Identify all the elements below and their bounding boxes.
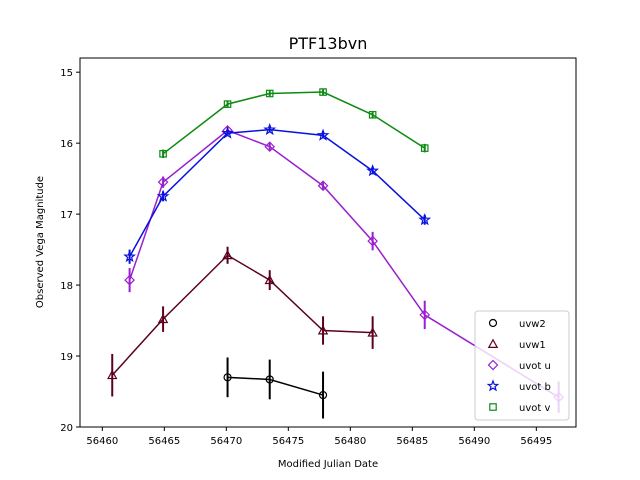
- y-tick-label: 17: [60, 210, 73, 221]
- legend: uvw2 uvw1 uvot u uvot b uvot v: [474, 310, 570, 421]
- data-point-uvw2: [318, 390, 328, 400]
- legend-label-uvot-v: uvot v: [519, 403, 550, 414]
- series-uvot-b: [123, 122, 432, 264]
- series-line-uvot-u: [128, 129, 560, 398]
- data-point-uvot-b: [366, 164, 380, 177]
- data-point-uvot-v: [368, 110, 377, 119]
- data-point-uvot-v: [420, 144, 429, 152]
- data-point-uvot-u: [367, 235, 378, 247]
- data-point-uvot-u: [419, 309, 431, 321]
- data-point-uvot-b: [316, 128, 330, 141]
- x-axis-label: Modified Julian Date: [278, 459, 378, 470]
- x-tick-label: 56470: [210, 436, 242, 447]
- data-point-uvot-v: [319, 88, 327, 96]
- data-point-uvot-b: [263, 122, 277, 136]
- y-tick-label: 16: [60, 139, 73, 150]
- legend-marker-uvot-b: [486, 379, 500, 392]
- data-point-uvw1: [367, 327, 378, 337]
- data-point-uvot-v: [223, 100, 232, 108]
- legend-label-uvot-b: uvot b: [519, 382, 551, 393]
- data-point-uvot-v: [159, 149, 167, 158]
- x-tick-label: 56465: [148, 436, 180, 447]
- data-point-uvot-u: [124, 274, 135, 286]
- legend-marker-uvw1: [487, 338, 499, 348]
- x-tick-label: 56460: [86, 436, 118, 447]
- data-point-uvw1: [317, 325, 329, 335]
- y-axis-label: Observed Vega Magnitude: [35, 176, 46, 308]
- data-point-uvw1: [157, 313, 169, 324]
- y-tick-label: 18: [60, 281, 73, 292]
- data-point-uvot-b: [123, 249, 136, 263]
- data-point-uvot-b: [418, 213, 432, 226]
- data-point-uvot-u: [317, 180, 329, 192]
- data-point-uvot-v: [265, 89, 274, 98]
- y-tick-label: 19: [60, 352, 73, 363]
- legend-label-uvw1: uvw1: [519, 340, 546, 351]
- legend-marker-uvot-v: [489, 403, 497, 411]
- data-point-uvw1: [264, 274, 275, 285]
- data-point-uvot-u: [264, 141, 276, 153]
- data-point-uvw1: [107, 369, 118, 380]
- data-point-uvot-b: [156, 189, 170, 202]
- x-tick-label: 56495: [520, 436, 552, 447]
- data-point-uvw1: [222, 249, 233, 260]
- y-tick-label: 20: [60, 423, 73, 434]
- legend-box: [474, 310, 570, 421]
- series-uvw2: [223, 357, 328, 419]
- data-point-uvw2: [265, 375, 274, 384]
- legend-label-uvot-u: uvot u: [519, 361, 551, 372]
- series-line-uvot-v: [162, 91, 426, 155]
- x-tick-label: 56475: [272, 436, 304, 447]
- axes-frame: [79, 57, 577, 428]
- x-tick-label: 56485: [396, 436, 428, 447]
- y-tick-label: 15: [60, 68, 73, 79]
- legend-label-uvw2: uvw2: [519, 319, 546, 330]
- legend-marker-uvw2: [488, 318, 498, 328]
- series-uvw1: [107, 246, 378, 397]
- legend-marker-uvot-u: [487, 359, 499, 371]
- plot-area: 56460 56465 56470 56475 56480 56485 56490 56495…: [60, 57, 577, 447]
- x-tick-label: 56480: [334, 436, 366, 447]
- series-line-uvw1: [111, 254, 373, 376]
- data-point-uvot-u: [157, 176, 169, 188]
- series-uvot-v: [159, 88, 429, 159]
- chart-title: PTF13bvn: [289, 34, 368, 53]
- x-tick-label: 56490: [458, 436, 490, 447]
- data-point-uvot-b: [221, 126, 234, 139]
- data-point-uvw2: [223, 373, 232, 382]
